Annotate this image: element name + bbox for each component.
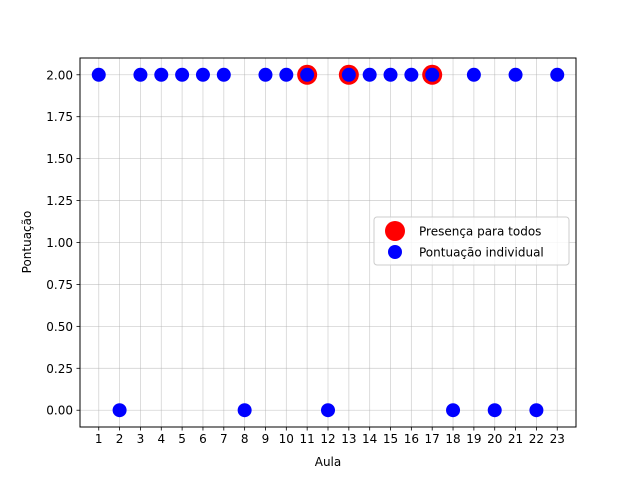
x-tick-label: 10 [279, 432, 294, 446]
x-tick-label: 6 [199, 432, 207, 446]
x-tick-label: 16 [404, 432, 419, 446]
individual-point [321, 403, 335, 418]
x-axis-label: Aula [315, 455, 342, 469]
x-tick-label: 23 [550, 432, 565, 446]
individual-point [425, 67, 440, 82]
legend-marker-presenca [385, 221, 405, 241]
individual-point [258, 67, 273, 82]
individual-point [466, 67, 481, 82]
individual-point [195, 67, 210, 82]
legend-marker-individual [388, 245, 402, 259]
legend-label-presenca: Presença para todos [419, 225, 541, 239]
x-axis-ticks: 1 2 3 4 5 6 7 8 9 10 11 12 13 14 15 16 17 18 19 20 21 22 23 [95, 427, 565, 446]
y-tick-label: 0.25 [46, 362, 73, 376]
y-tick-label: 2.00 [46, 68, 73, 82]
x-tick-label: 4 [157, 432, 165, 446]
individual-point [529, 403, 544, 418]
x-tick-label: 9 [262, 432, 270, 446]
x-tick-label: 15 [383, 432, 398, 446]
legend-box [373, 216, 570, 266]
individual-point [300, 67, 315, 82]
individual-point [446, 403, 461, 418]
y-tick-label: 0.75 [46, 278, 73, 292]
individual-point [237, 403, 252, 418]
individual-point [487, 403, 502, 418]
individual-point [154, 67, 169, 82]
x-tick-label: 22 [529, 432, 544, 446]
data-points [91, 64, 565, 418]
x-tick-label: 11 [300, 432, 315, 446]
x-tick-label: 1 [95, 432, 103, 446]
y-tick-label: 1.75 [46, 110, 73, 124]
individual-point [91, 67, 106, 82]
individual-point [362, 67, 377, 82]
legend: Presença para todos Pontuação individual [373, 216, 570, 266]
individual-point [508, 67, 523, 82]
y-axis-ticks: 0.00 0.25 0.50 0.75 1.00 1.25 1.50 1.75 2.00 [46, 68, 80, 418]
x-tick-label: 5 [178, 432, 186, 446]
individual-point [341, 67, 356, 82]
y-tick-label: 0.00 [46, 404, 73, 418]
y-tick-label: 1.50 [46, 152, 73, 166]
y-tick-label: 0.50 [46, 320, 73, 334]
individual-point [133, 67, 148, 82]
x-tick-label: 8 [241, 432, 249, 446]
individual-point [175, 67, 190, 82]
x-tick-label: 2 [116, 432, 124, 446]
y-tick-label: 1.25 [46, 194, 73, 208]
x-tick-label: 20 [487, 432, 502, 446]
individual-point [404, 67, 419, 82]
legend-label-individual: Pontuação individual [419, 246, 544, 260]
x-tick-label: 19 [466, 432, 481, 446]
x-tick-label: 14 [362, 432, 377, 446]
x-tick-label: 3 [137, 432, 145, 446]
x-tick-label: 21 [508, 432, 523, 446]
y-tick-label: 1.00 [46, 236, 73, 250]
individual-point [383, 67, 398, 82]
x-tick-label: 7 [220, 432, 228, 446]
individual-point [550, 67, 565, 82]
x-tick-label: 12 [320, 432, 335, 446]
individual-point [216, 67, 231, 82]
x-tick-label: 17 [425, 432, 440, 446]
y-axis-label: Pontuação [20, 211, 34, 274]
x-tick-label: 18 [445, 432, 460, 446]
individual-point [112, 403, 127, 418]
individual-point [279, 67, 294, 82]
x-tick-label: 13 [341, 432, 356, 446]
